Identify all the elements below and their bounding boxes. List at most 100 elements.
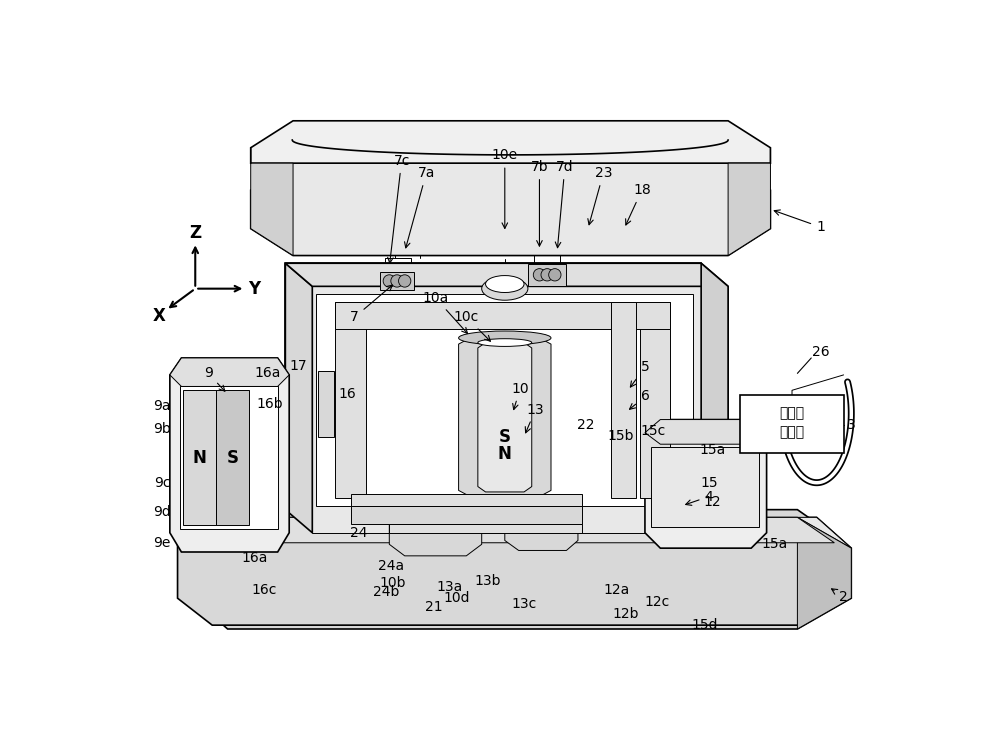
Text: 16a: 16a (241, 551, 268, 566)
Text: 15a: 15a (761, 537, 787, 551)
Text: 17: 17 (290, 358, 307, 373)
Ellipse shape (486, 275, 524, 292)
Text: 5: 5 (630, 360, 649, 387)
Text: Z: Z (189, 224, 201, 242)
Ellipse shape (482, 277, 528, 300)
Polygon shape (640, 302, 670, 498)
Text: 2: 2 (832, 589, 848, 604)
Text: 15: 15 (700, 476, 718, 490)
Text: 12b: 12b (612, 607, 639, 620)
Polygon shape (701, 263, 728, 532)
Text: N: N (192, 449, 206, 467)
Text: 9e: 9e (153, 536, 171, 550)
Polygon shape (389, 524, 582, 532)
Polygon shape (797, 518, 851, 629)
Text: X: X (153, 307, 166, 325)
Text: S: S (227, 449, 239, 467)
Circle shape (549, 268, 561, 281)
Circle shape (541, 268, 553, 281)
Polygon shape (380, 272, 414, 290)
Text: 13a: 13a (436, 580, 462, 594)
Text: 10b: 10b (380, 576, 406, 590)
Text: 22: 22 (577, 418, 594, 432)
Text: 洁净压: 洁净压 (779, 406, 805, 421)
Text: 9a: 9a (153, 399, 171, 412)
Text: 10c: 10c (454, 310, 490, 341)
Text: 16a: 16a (254, 366, 281, 380)
Text: N: N (498, 446, 512, 464)
Text: 9: 9 (204, 366, 225, 392)
Text: 10: 10 (511, 382, 529, 410)
Polygon shape (170, 358, 289, 386)
Circle shape (383, 274, 395, 287)
Text: 3: 3 (847, 418, 856, 432)
Polygon shape (193, 518, 851, 629)
Polygon shape (193, 518, 851, 548)
Polygon shape (285, 263, 312, 532)
Polygon shape (216, 390, 249, 525)
Polygon shape (645, 419, 767, 548)
Circle shape (776, 418, 789, 430)
Polygon shape (505, 524, 578, 550)
Text: Y: Y (248, 280, 261, 298)
Polygon shape (285, 263, 701, 510)
Polygon shape (316, 294, 693, 506)
Polygon shape (251, 148, 293, 256)
Text: 15d: 15d (692, 618, 718, 632)
Text: 缩气源: 缩气源 (779, 426, 805, 439)
Text: 26: 26 (812, 345, 829, 358)
Text: 15c: 15c (640, 424, 665, 438)
FancyBboxPatch shape (740, 395, 844, 454)
Circle shape (533, 268, 546, 281)
Text: 16b: 16b (257, 398, 283, 411)
Polygon shape (528, 264, 566, 286)
Polygon shape (351, 506, 582, 524)
Text: 16: 16 (338, 387, 356, 401)
Text: 6: 6 (630, 389, 649, 410)
Polygon shape (459, 338, 551, 496)
Text: 9b: 9b (153, 422, 171, 436)
Text: 10e: 10e (492, 148, 518, 229)
Polygon shape (651, 446, 759, 526)
Polygon shape (212, 518, 834, 543)
Text: 7: 7 (350, 285, 392, 324)
Text: 7b: 7b (531, 160, 548, 246)
Polygon shape (180, 386, 278, 529)
Text: 1: 1 (774, 210, 825, 234)
Text: 12a: 12a (603, 584, 630, 598)
Polygon shape (170, 358, 289, 552)
Text: 12: 12 (704, 495, 722, 509)
Polygon shape (351, 494, 582, 506)
Polygon shape (312, 286, 728, 532)
Polygon shape (183, 390, 216, 525)
Polygon shape (285, 263, 728, 286)
Ellipse shape (478, 339, 532, 346)
Polygon shape (611, 302, 636, 498)
Polygon shape (335, 302, 366, 498)
Polygon shape (251, 121, 770, 164)
Text: 13c: 13c (511, 597, 537, 611)
Text: 15b: 15b (607, 430, 634, 443)
Polygon shape (645, 419, 767, 444)
Circle shape (399, 274, 411, 287)
Text: 24: 24 (350, 526, 367, 540)
Text: 21: 21 (425, 601, 443, 614)
Polygon shape (478, 343, 532, 492)
Polygon shape (178, 510, 836, 626)
Text: 9c: 9c (154, 476, 170, 490)
Text: 16c: 16c (252, 584, 277, 598)
Text: 18: 18 (626, 183, 651, 225)
Text: 7c: 7c (388, 154, 410, 263)
Text: 10a: 10a (422, 291, 467, 334)
Text: 24b: 24b (373, 585, 399, 599)
Text: 4: 4 (686, 490, 713, 506)
Polygon shape (318, 371, 334, 436)
Text: 10d: 10d (444, 591, 470, 605)
Text: S: S (499, 427, 511, 445)
Text: 7a: 7a (405, 166, 435, 248)
Polygon shape (335, 302, 670, 328)
Text: 23: 23 (588, 166, 612, 225)
Text: 12c: 12c (645, 595, 670, 609)
Polygon shape (728, 148, 770, 256)
Text: 15a: 15a (700, 443, 726, 458)
